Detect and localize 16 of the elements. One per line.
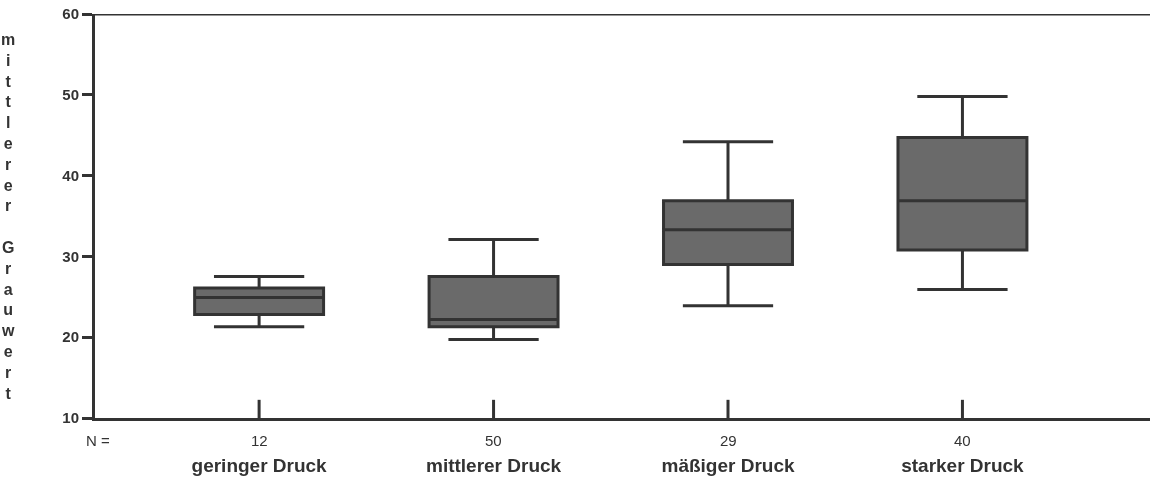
x-tick-label: mittlerer Druck — [425, 454, 562, 476]
y-tick-label: 50 — [62, 86, 79, 104]
annotation: 40 — [954, 432, 971, 449]
x-tick-label: starker Druck — [901, 454, 1025, 476]
y-tick-label: 10 — [62, 409, 79, 427]
annotation: 29 — [720, 432, 737, 449]
annotation: 12 — [251, 432, 268, 449]
text: mittlerer Grauwert — [1, 31, 16, 402]
y-tick-label: 60 — [62, 5, 79, 23]
y-tick-label: 30 — [62, 247, 79, 265]
y-tick-label: 40 — [62, 166, 79, 184]
text: N = — [86, 432, 110, 449]
x-tick-label: mäßiger Druck — [661, 454, 795, 476]
annotation: 50 — [485, 432, 502, 449]
y-tick-label: 20 — [62, 328, 79, 346]
x-tick-label: geringer Druck — [191, 454, 328, 476]
